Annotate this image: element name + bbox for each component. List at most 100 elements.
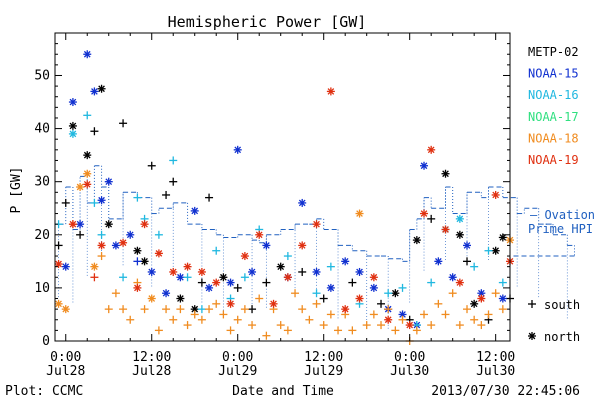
data-point (90, 198, 99, 207)
data-point (369, 283, 378, 292)
data-point (83, 111, 92, 120)
data-point (355, 267, 364, 276)
marker-stroke (284, 273, 292, 281)
data-point (262, 241, 271, 250)
data-point (291, 289, 300, 298)
data-point (269, 299, 278, 308)
y-axis-label: P [GW] (9, 167, 24, 214)
data-point (441, 310, 450, 319)
series-noaa-16 (54, 111, 507, 330)
marker-stroke (449, 273, 457, 281)
legend-entry-noaa-15: NOAA-15 (528, 67, 579, 81)
data-point (312, 220, 321, 229)
data-point (111, 289, 120, 298)
data-point (412, 236, 421, 245)
marker-stroke (248, 268, 256, 276)
y-tick-label: 50 (34, 68, 50, 83)
data-point (226, 278, 235, 287)
data-point (348, 278, 357, 287)
x-tick-date-label: Jul28 (46, 364, 85, 379)
marker-stroke (134, 284, 141, 292)
data-point (262, 278, 271, 287)
data-point (434, 257, 443, 266)
data-point (219, 310, 228, 319)
data-point (384, 289, 393, 298)
ovation-legend-label: — Ovation (530, 208, 595, 222)
data-point (140, 220, 149, 229)
marker-stroke (83, 170, 91, 178)
data-point (205, 193, 214, 202)
marker-stroke (456, 215, 464, 223)
data-point (441, 225, 450, 234)
marker-stroke (55, 300, 62, 308)
data-point (68, 220, 77, 229)
plot-frame (54, 32, 511, 342)
marker-stroke (492, 191, 500, 199)
data-point (176, 294, 185, 303)
marker-stroke (263, 242, 270, 249)
data-point (369, 273, 378, 282)
data-point (197, 305, 206, 314)
data-point (391, 326, 400, 335)
data-point (83, 169, 92, 178)
data-point (477, 321, 486, 330)
data-point (90, 273, 99, 282)
data-point (463, 257, 472, 266)
data-point (384, 315, 393, 324)
marker-stroke (356, 268, 363, 276)
data-point (90, 127, 99, 136)
marker-stroke (435, 258, 442, 265)
marker-stroke (442, 170, 449, 178)
marker-stroke (198, 268, 206, 276)
data-point (463, 305, 472, 314)
marker-stroke (227, 300, 234, 308)
marker-stroke (499, 234, 507, 241)
data-point (448, 289, 457, 298)
data-point (154, 326, 163, 335)
y-tick-label: 10 (34, 281, 50, 296)
data-point (76, 183, 85, 191)
marker-stroke (162, 289, 170, 297)
data-point (61, 305, 70, 314)
data-point (326, 283, 335, 292)
data-point (412, 326, 421, 335)
data-point (233, 145, 242, 154)
data-point (334, 326, 343, 335)
marker-stroke (270, 300, 277, 308)
data-point (197, 278, 206, 287)
marker-stroke (155, 250, 163, 257)
data-point (298, 198, 307, 207)
x-tick-time-label: 0:00 (50, 350, 81, 365)
marker-stroke (298, 242, 306, 249)
y-tick-label: 20 (34, 228, 50, 243)
marker-stroke (112, 242, 120, 249)
data-point (126, 230, 135, 239)
data-point (183, 321, 192, 330)
marker-stroke (477, 295, 485, 302)
data-point (420, 209, 429, 218)
data-point (119, 238, 128, 247)
marker-stroke (191, 305, 199, 313)
data-point (83, 50, 92, 59)
series-noaa-15 (61, 50, 507, 330)
data-point (326, 310, 335, 319)
marker-stroke (313, 220, 320, 228)
marker-stroke (177, 273, 184, 281)
data-point (319, 294, 328, 303)
data-point (283, 252, 292, 261)
marker-stroke (134, 247, 141, 255)
plot-credit: Plot: CCMC (5, 384, 83, 399)
data-point (104, 220, 113, 229)
marker-stroke (470, 300, 478, 308)
data-point (448, 273, 457, 282)
data-point (240, 305, 249, 314)
series-noaa-18 (54, 169, 514, 345)
data-point (384, 305, 393, 314)
marker-stroke (442, 226, 449, 233)
marker-stroke (499, 295, 507, 302)
marker-stroke (62, 263, 70, 270)
data-point (197, 315, 206, 324)
data-point (455, 214, 464, 223)
data-point (90, 262, 99, 271)
x-tick-date-label: Jul29 (304, 364, 343, 379)
